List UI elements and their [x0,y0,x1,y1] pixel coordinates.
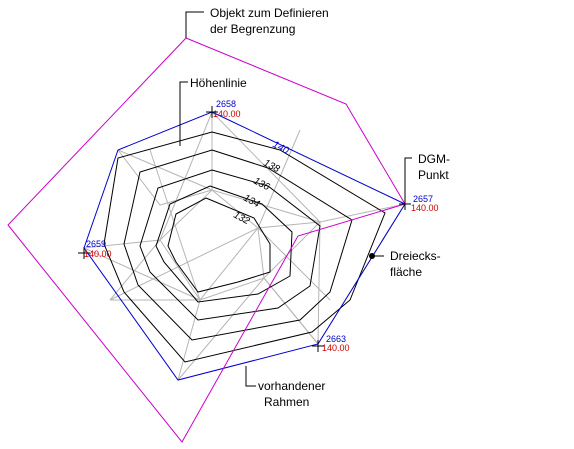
callout-triangle-line-2: fläche [390,265,422,279]
callout-boundary-line-1: Objekt zum Definieren [210,6,329,20]
leader-lines [179,11,412,387]
boundary-object [7,37,406,443]
contour-line [155,185,293,303]
existing-frame [83,111,406,381]
callout-frame-line-1: vorhandener [258,379,325,393]
contour-line [103,131,386,363]
contour-line [123,149,353,341]
triangle-face-marker-icon [369,253,375,259]
leader-point [404,157,412,204]
triangle-mesh [83,111,406,381]
point-id: 2658 [216,99,236,109]
point-2658: 2658 140.00 [206,99,241,119]
contour-label: 138 [261,158,281,176]
point-id: 2663 [326,334,346,344]
callout-point-line-2: Punkt [418,168,449,182]
leader-frame [245,366,256,387]
callout-boundary-line-2: der Begrenzung [210,22,295,36]
contour-line [167,197,271,293]
contour-line [139,169,321,321]
leader-boundary [185,11,204,38]
contour-label: 132 [231,210,251,228]
point-marker-icon [206,106,218,118]
callout-contour: Höhenlinie [190,76,247,90]
point-elevation: 140.00 [322,343,350,353]
callout-point-line-1: DGM- [418,152,450,166]
callout-triangle-line-1: Dreiecks- [390,249,441,263]
leader-contour [179,81,188,146]
contour-lines [103,131,386,363]
point-id: 2657 [413,194,433,204]
callout-frame-line-2: Rahmen [264,395,309,409]
point-marker-icon [312,340,324,352]
point-2663: 2663 140.00 [312,334,350,353]
point-elevation: 140.00 [84,249,112,259]
point-elevation: 140.00 [213,109,241,119]
point-2659: 2659 140.00 [78,239,112,259]
point-marker-icon [78,247,90,259]
point-elevation: 140.00 [411,203,439,213]
contour-label: 134 [241,193,261,211]
point-id: 2659 [86,239,106,249]
contour-label: 136 [251,176,271,194]
